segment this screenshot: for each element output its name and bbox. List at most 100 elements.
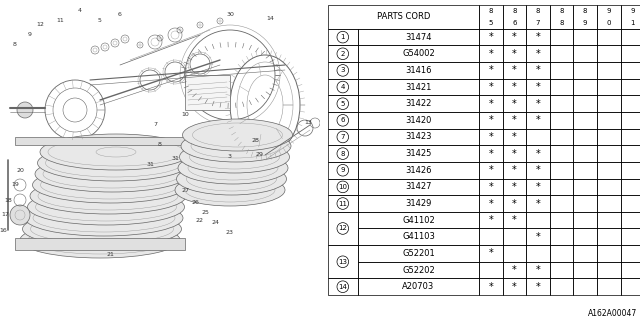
Bar: [328, 195, 358, 212]
Bar: [479, 212, 502, 228]
Bar: [328, 245, 358, 278]
Bar: [502, 195, 526, 212]
Bar: [502, 212, 526, 228]
Bar: [358, 29, 479, 45]
Bar: [573, 45, 597, 62]
Bar: [502, 179, 526, 195]
Bar: [502, 162, 526, 179]
Text: G52201: G52201: [402, 249, 435, 258]
Bar: [328, 45, 358, 62]
Bar: [621, 262, 640, 278]
Text: 8: 8: [559, 8, 564, 14]
Bar: [502, 278, 526, 295]
Bar: [573, 62, 597, 79]
Text: *: *: [488, 115, 493, 125]
Bar: [358, 95, 479, 112]
Text: 12: 12: [339, 226, 348, 231]
Text: 31427: 31427: [405, 182, 432, 191]
Bar: [358, 228, 479, 245]
Text: *: *: [512, 165, 516, 175]
Text: 8: 8: [340, 151, 345, 156]
Bar: [526, 162, 550, 179]
Bar: [550, 195, 573, 212]
Bar: [502, 45, 526, 62]
Bar: [479, 29, 502, 45]
Ellipse shape: [175, 174, 285, 206]
Text: 7: 7: [340, 134, 345, 140]
Bar: [479, 245, 502, 262]
Bar: [597, 162, 621, 179]
Bar: [15, 238, 185, 250]
Text: 8: 8: [583, 8, 588, 14]
Text: 31421: 31421: [405, 83, 431, 92]
Ellipse shape: [30, 178, 186, 214]
Bar: [358, 278, 479, 295]
Bar: [597, 79, 621, 95]
Text: *: *: [488, 148, 493, 159]
Text: 3: 3: [340, 68, 345, 73]
Bar: [502, 228, 526, 245]
Text: 31423: 31423: [405, 132, 432, 141]
Text: 20: 20: [16, 167, 24, 172]
Text: 5: 5: [98, 18, 102, 22]
Bar: [573, 278, 597, 295]
Bar: [328, 145, 358, 162]
Text: 14: 14: [266, 15, 274, 20]
Bar: [621, 228, 640, 245]
Bar: [621, 95, 640, 112]
Bar: [526, 45, 550, 62]
Bar: [328, 95, 358, 112]
Text: *: *: [488, 32, 493, 42]
Text: 31422: 31422: [405, 99, 431, 108]
Bar: [573, 262, 597, 278]
Bar: [328, 278, 358, 295]
Text: *: *: [512, 182, 516, 192]
Bar: [479, 95, 502, 112]
Text: G52202: G52202: [402, 266, 435, 275]
Ellipse shape: [181, 130, 291, 162]
Text: *: *: [536, 282, 540, 292]
Bar: [479, 62, 502, 79]
Text: 8: 8: [158, 142, 162, 148]
Text: 11: 11: [56, 18, 64, 22]
Bar: [358, 145, 479, 162]
Bar: [358, 45, 479, 62]
Text: 5: 5: [340, 101, 345, 107]
Text: *: *: [512, 115, 516, 125]
Bar: [550, 95, 573, 112]
Bar: [597, 228, 621, 245]
Bar: [573, 195, 597, 212]
Ellipse shape: [179, 141, 289, 173]
Bar: [573, 29, 597, 45]
Bar: [621, 112, 640, 129]
Bar: [328, 29, 358, 45]
Bar: [526, 112, 550, 129]
Text: *: *: [536, 148, 540, 159]
Bar: [550, 245, 573, 262]
Bar: [479, 262, 502, 278]
Text: 28: 28: [251, 138, 259, 142]
Bar: [479, 179, 502, 195]
Bar: [479, 79, 502, 95]
Bar: [526, 79, 550, 95]
Text: 10: 10: [181, 113, 189, 117]
Ellipse shape: [28, 189, 184, 225]
Text: 31425: 31425: [405, 149, 431, 158]
Bar: [550, 145, 573, 162]
Bar: [597, 195, 621, 212]
Text: 9: 9: [583, 20, 588, 26]
Text: 31416: 31416: [405, 66, 432, 75]
Text: *: *: [488, 282, 493, 292]
Bar: [185, 75, 230, 110]
Bar: [550, 5, 573, 29]
Text: 31: 31: [146, 163, 154, 167]
Text: 29: 29: [256, 153, 264, 157]
Text: 30: 30: [226, 12, 234, 18]
Text: 24: 24: [211, 220, 219, 226]
Bar: [502, 262, 526, 278]
Bar: [621, 62, 640, 79]
Text: 16: 16: [0, 228, 7, 233]
Bar: [328, 79, 358, 95]
Text: 6: 6: [118, 12, 122, 18]
Text: 19: 19: [11, 182, 19, 188]
